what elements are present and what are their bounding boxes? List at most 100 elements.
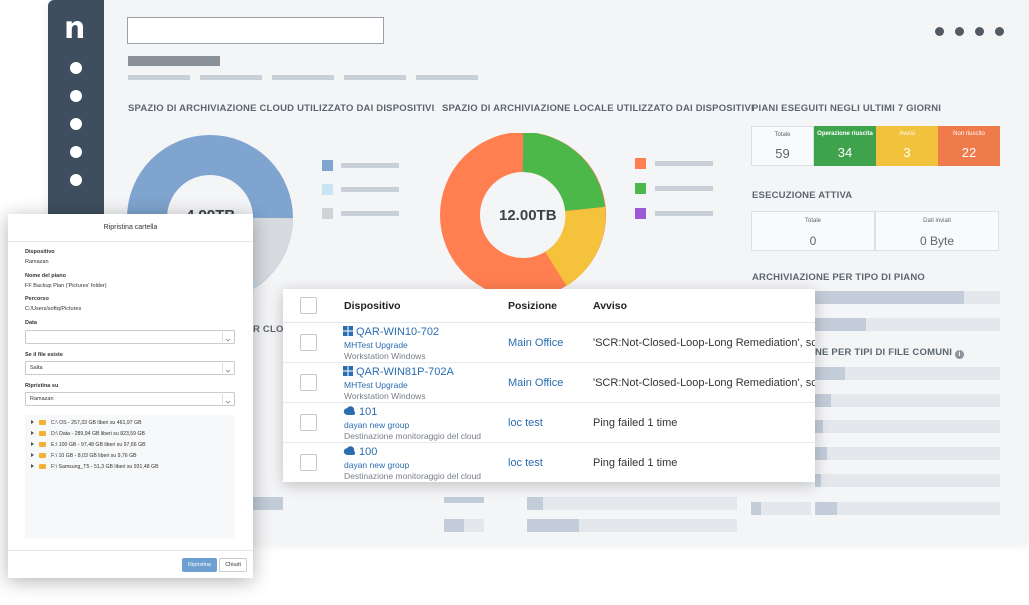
plans-warnings[interactable]: Avvisi 3 [876, 126, 938, 166]
device-group[interactable]: dayan new group [344, 420, 410, 430]
row-checkbox[interactable] [300, 334, 317, 351]
page-title-placeholder [128, 56, 220, 66]
device-link[interactable]: 101 [343, 406, 377, 418]
nav-item-5[interactable] [70, 174, 82, 186]
nav-item-1[interactable] [70, 62, 82, 74]
device-link[interactable]: QAR-WIN81P-702A [343, 366, 454, 378]
restore-to-select[interactable]: Ramazan [25, 392, 235, 406]
restore-button[interactable]: Ripristina [182, 558, 217, 572]
active-total-value: 0 [809, 234, 817, 248]
tree-item[interactable]: F:\ 10 GB - 8,03 GB liberi su 9,76 GB [31, 453, 137, 459]
more-dot-4[interactable] [995, 27, 1004, 36]
plans-success-label: Operazione riuscita [817, 131, 873, 137]
column-position[interactable]: Posizione [508, 300, 558, 312]
table-row[interactable]: QAR-WIN81P-702A MHTest Upgrade Workstati… [283, 363, 815, 403]
active-total[interactable]: Totale 0 [751, 211, 875, 251]
info-icon[interactable]: i [955, 350, 964, 359]
restore-to-label: Ripristina su [25, 383, 59, 389]
column-device[interactable]: Dispositivo [344, 300, 401, 312]
tab-placeholder-1[interactable] [128, 75, 190, 80]
device-value: Ramazan [25, 259, 49, 265]
more-dot-2[interactable] [955, 27, 964, 36]
cloud-legend-swatch-1 [322, 160, 333, 171]
tree-item[interactable]: D:\ Data - 289,94 GB liberi su 823,59 GB [31, 431, 145, 437]
cloud-storage-title: SPAZIO DI ARCHIVIAZIONE CLOUD UTILIZZATO… [128, 103, 435, 114]
device-position[interactable]: Main Office [508, 377, 564, 389]
plans-success[interactable]: Operazione riuscita 34 [814, 126, 876, 166]
nav-item-4[interactable] [70, 146, 82, 158]
bg-bar-5 [444, 519, 484, 532]
restore-folder-dialog: Ripristina cartella Dispositivo Ramazan … [8, 214, 253, 578]
close-button[interactable]: Chiudi [219, 558, 247, 572]
folder-icon [39, 431, 46, 436]
row-checkbox[interactable] [300, 374, 317, 391]
local-donut-segment-green [521, 133, 605, 212]
plans-failed-label: Non riuscito [953, 131, 985, 137]
dialog-title: Ripristina cartella [103, 224, 158, 231]
device-link[interactable]: 100 [343, 446, 377, 458]
caret-right-icon[interactable] [31, 453, 34, 457]
tree-item[interactable]: F:\ Samsung_T5 - 51,3 GB liberi su 931,4… [31, 464, 159, 470]
device-position[interactable]: Main Office [508, 337, 564, 349]
plans-total[interactable]: Totale 59 [751, 126, 814, 166]
app-logo[interactable]: n [64, 11, 86, 46]
plans-failed-value: 22 [961, 145, 977, 160]
bg-bar-1 [253, 497, 283, 510]
nav-item-3[interactable] [70, 118, 82, 130]
date-select[interactable] [25, 330, 235, 344]
drive-label: C:\ OS - 257,33 GB liberi su 461,97 GB [51, 420, 142, 426]
device-group[interactable]: MHTest Upgrade [344, 340, 408, 350]
local-donut-chart [440, 133, 606, 298]
file-types-title-text: NE PER TIPI DI FILE COMUNI [815, 347, 953, 358]
windows-icon [343, 366, 353, 376]
device-alert: Ping failed 1 time [593, 457, 678, 469]
nav-item-2[interactable] [70, 90, 82, 102]
device-group[interactable]: dayan new group [344, 460, 410, 470]
tab-placeholder-3[interactable] [272, 75, 334, 80]
search-input[interactable] [127, 17, 384, 44]
local-donut-segment-yellow [544, 206, 606, 286]
cloud-icon [343, 406, 355, 415]
dialog-footer-divider [8, 550, 253, 551]
column-alert[interactable]: Avviso [593, 300, 628, 312]
chevron-down-icon [222, 394, 232, 404]
if-exists-label: Se il file esiste [25, 352, 63, 358]
table-row[interactable]: 101 dayan new group Destinazione monitor… [283, 403, 815, 443]
device-position[interactable]: loc test [508, 457, 543, 469]
table-row[interactable]: 100 dayan new group Destinazione monitor… [283, 443, 815, 482]
device-alert: 'SCR:Not-Closed-Loop-Long Remediation', … [593, 377, 815, 389]
device-position[interactable]: loc test [508, 417, 543, 429]
tab-placeholder-5[interactable] [416, 75, 478, 80]
file-type-bar-2 [815, 394, 1000, 407]
local-legend-label-1 [655, 161, 713, 166]
row-checkbox[interactable] [300, 414, 317, 431]
table-row[interactable]: QAR-WIN10-702 MHTest Upgrade Workstation… [283, 323, 815, 363]
device-name: 100 [359, 446, 378, 458]
caret-right-icon[interactable] [31, 420, 34, 424]
if-exists-select[interactable]: Salta [25, 361, 235, 375]
folder-icon [39, 464, 46, 469]
plan-value: FF Backup Plan ('Pictures' folder) [25, 283, 107, 289]
plans-total-label: Totale [774, 132, 791, 138]
active-data-sent-value: 0 Byte [919, 234, 955, 248]
device-link[interactable]: QAR-WIN10-702 [343, 326, 439, 338]
plans-failed[interactable]: Non riuscito 22 [938, 126, 1000, 166]
device-group[interactable]: MHTest Upgrade [344, 380, 408, 390]
tree-item[interactable]: E:\ 100 GB - 97,48 GB liberi su 97,66 GB [31, 442, 146, 448]
tab-placeholder-4[interactable] [344, 75, 406, 80]
more-dot-3[interactable] [975, 27, 984, 36]
active-data-sent[interactable]: Dati inviati 0 Byte [875, 211, 999, 251]
select-all-checkbox[interactable] [300, 297, 317, 314]
caret-right-icon[interactable] [31, 442, 34, 446]
drive-label: F:\ Samsung_T5 - 51,3 GB liberi su 931,4… [51, 464, 159, 470]
more-dot-1[interactable] [935, 27, 944, 36]
device-table: Dispositivo Posizione Avviso QAR-WIN10-7… [283, 289, 815, 482]
bg-bar-2 [444, 497, 484, 503]
tab-placeholder-2[interactable] [200, 75, 262, 80]
tree-item[interactable]: C:\ OS - 257,33 GB liberi su 461,97 GB [31, 420, 142, 426]
drive-tree: C:\ OS - 257,33 GB liberi su 461,97 GB D… [25, 415, 235, 539]
caret-right-icon[interactable] [31, 464, 34, 468]
caret-right-icon[interactable] [31, 431, 34, 435]
chevron-down-icon [222, 363, 232, 373]
row-checkbox[interactable] [300, 454, 317, 471]
